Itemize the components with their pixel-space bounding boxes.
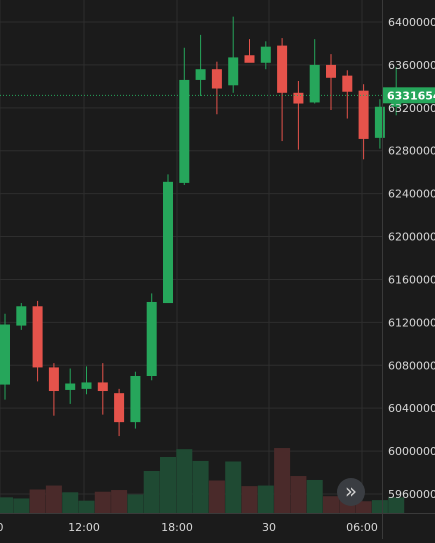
volume-bar bbox=[13, 498, 30, 513]
y-tick-label: 6400000 bbox=[388, 16, 435, 29]
volume-bar bbox=[192, 460, 209, 513]
candle-body-up bbox=[309, 64, 320, 103]
candle-body-down bbox=[97, 382, 108, 392]
y-tick-label: 5960000 bbox=[388, 488, 435, 501]
x-tick-label: 12:00 bbox=[68, 521, 100, 534]
y-tick-label: 6080000 bbox=[388, 359, 435, 372]
y-tick-label: 6040000 bbox=[388, 402, 435, 415]
x-tick-label: 30 bbox=[262, 521, 276, 534]
volume-bar bbox=[241, 486, 258, 513]
volume-bar bbox=[62, 492, 79, 513]
scroll-to-latest-button[interactable]: » bbox=[337, 478, 365, 506]
double-chevron-right-icon: » bbox=[344, 479, 358, 503]
candle-body-up bbox=[81, 382, 92, 389]
y-tick-label: 6240000 bbox=[388, 188, 435, 201]
candle-body-down bbox=[277, 45, 288, 93]
volume-bar bbox=[143, 471, 160, 513]
volume-bar bbox=[94, 491, 111, 513]
volume-bar bbox=[111, 490, 128, 513]
volume-bar bbox=[388, 497, 405, 513]
volume-bar bbox=[306, 479, 323, 513]
candle-body-up bbox=[146, 301, 157, 376]
candle-body-up bbox=[130, 376, 141, 423]
x-tick-label: 18:00 bbox=[161, 521, 193, 534]
candle-body-up bbox=[179, 79, 190, 183]
x-tick-label: 0 bbox=[0, 521, 4, 534]
x-tick-label: 06:00 bbox=[346, 521, 378, 534]
candle-body-down bbox=[293, 92, 304, 104]
candle-layer bbox=[0, 16, 402, 437]
candle-body-up bbox=[260, 46, 271, 63]
candle-body-down bbox=[342, 75, 353, 92]
candle-body-down bbox=[114, 393, 125, 423]
volume-bar bbox=[160, 457, 176, 513]
y-tick-label: 6280000 bbox=[388, 145, 435, 158]
volume-bar bbox=[323, 496, 339, 513]
current-price-label: 6331654 bbox=[387, 89, 435, 102]
volume-bar bbox=[225, 461, 242, 513]
volume-bar bbox=[257, 485, 274, 513]
price-line-layer: 6331654 bbox=[0, 87, 435, 104]
y-tick-label: 6120000 bbox=[388, 316, 435, 329]
candle-body-up bbox=[0, 324, 10, 385]
y-tick-label: 6360000 bbox=[388, 59, 435, 72]
grid-layer bbox=[0, 0, 382, 513]
candle-body-down bbox=[244, 55, 255, 63]
volume-bar bbox=[29, 489, 46, 513]
candle-body-up bbox=[374, 106, 385, 138]
volume-bar bbox=[274, 448, 291, 513]
y-tick-label: 6200000 bbox=[388, 231, 435, 244]
y-tick-label: 6320000 bbox=[388, 102, 435, 115]
volume-bar bbox=[355, 501, 372, 513]
volume-bar bbox=[45, 485, 62, 513]
volume-bar bbox=[176, 449, 193, 513]
volume-bar bbox=[290, 476, 307, 513]
volume-bar bbox=[208, 480, 225, 513]
volume-layer bbox=[0, 448, 405, 513]
candle-body-down bbox=[358, 90, 369, 139]
candle-body-down bbox=[48, 367, 59, 392]
y-tick-label: 6160000 bbox=[388, 273, 435, 286]
volume-bar bbox=[78, 500, 95, 513]
candle-body-up bbox=[195, 69, 206, 80]
volume-bar bbox=[0, 497, 13, 513]
candle-body-down bbox=[211, 69, 222, 89]
volume-bar bbox=[371, 500, 388, 513]
candle-body-up bbox=[16, 306, 27, 326]
y-tick-label: 6000000 bbox=[388, 445, 435, 458]
volume-bar bbox=[127, 494, 144, 513]
candle-body-up bbox=[228, 57, 239, 86]
current-price-badge bbox=[383, 87, 435, 104]
candle-body-down bbox=[326, 64, 336, 78]
candle-body-up bbox=[163, 181, 173, 304]
candle-body-up bbox=[65, 383, 76, 390]
candle-body-down bbox=[32, 306, 43, 368]
